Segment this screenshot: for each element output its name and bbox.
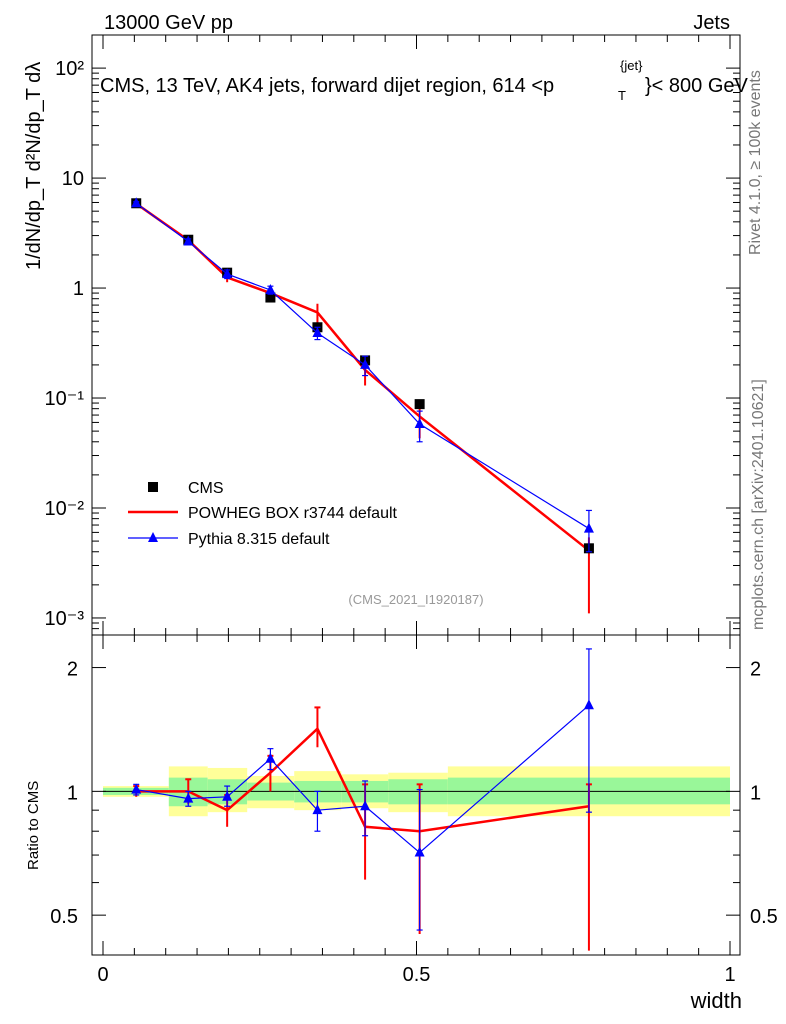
pythia-data-point xyxy=(183,235,194,246)
main-y-axis-label: 1/dN/dp_T d²N/dp_T dλ xyxy=(23,62,45,270)
pythia-series-line xyxy=(135,202,590,530)
ratio-y-tick-label-right: 2 xyxy=(750,659,761,681)
ratio-y-tick-label: 1 xyxy=(67,782,78,804)
main-y-tick-label: 10 xyxy=(62,168,84,190)
pythia-ratio-point xyxy=(312,804,323,815)
process-label: Jets xyxy=(693,12,730,34)
pythia-data-point xyxy=(265,283,276,294)
pythia-data-point xyxy=(131,197,142,208)
pythia-ratio-point xyxy=(414,846,425,857)
pythia-data-point xyxy=(312,327,323,338)
powheg-series-line xyxy=(135,202,590,552)
legend-cms-label: CMS xyxy=(188,480,224,497)
pythia-data-point xyxy=(583,522,594,533)
ratio-y-tick-label: 0.5 xyxy=(50,906,78,928)
main-y-tick-label: 10⁻¹ xyxy=(45,388,85,410)
powheg-ratio-line xyxy=(136,726,590,833)
pythia-ratio-point xyxy=(222,790,233,801)
ratio-y-tick-label-right: 1 xyxy=(750,782,761,804)
title-end: }< 800 GeV xyxy=(645,75,749,97)
pythia-ratio-point xyxy=(131,783,142,794)
ratio-y-tick-label: 2 xyxy=(67,659,78,681)
title-main: CMS, 13 TeV, AK4 jets, forward dijet reg… xyxy=(100,75,554,97)
main-y-tick-label: 1 xyxy=(73,278,84,300)
ratio-y-axis-label: Ratio to CMS xyxy=(25,781,42,870)
rivet-label: Rivet 4.1.0, ≥ 100k events xyxy=(747,70,764,255)
plot-title: CMS, 13 TeV, AK4 jets, forward dijet reg… xyxy=(100,58,749,103)
title-subscript: T xyxy=(618,88,626,103)
title-superscript: {jet} xyxy=(620,58,643,73)
pythia-data-point xyxy=(222,268,233,279)
legend-pythia-marker xyxy=(148,532,158,542)
mcplots-label: mcplots.cern.ch [arXiv:2401.10621] xyxy=(750,379,767,630)
pythia-ratio-point xyxy=(583,699,594,710)
pythia-data-point xyxy=(414,418,425,429)
legend-cms-marker xyxy=(148,482,158,492)
cms-data-point xyxy=(265,292,276,303)
pythia-ratio-line xyxy=(136,704,590,854)
ratio-panel: 0.5 0.5 1 1 2 2 0 0.5 1 xyxy=(50,634,778,986)
x-tick-label: 1 xyxy=(724,964,735,986)
legend-powheg-label: POWHEG BOX r3744 default xyxy=(188,505,398,522)
main-y-tick-label: 10⁻³ xyxy=(45,608,85,630)
pythia-ratio-point xyxy=(360,800,371,811)
pythia-ratio-point xyxy=(265,752,276,763)
analysis-id: (CMS_2021_I1920187) xyxy=(348,592,483,607)
x-axis-label: width xyxy=(690,988,742,1013)
main-y-tick-label: 10⁻² xyxy=(45,498,85,520)
legend-pythia-label: Pythia 8.315 default xyxy=(188,531,330,548)
x-tick-label: 0 xyxy=(97,964,108,986)
legend: CMS POWHEG BOX r3744 default Pythia 8.31… xyxy=(128,480,398,548)
pythia-ratio-point xyxy=(183,792,194,803)
pythia-data-point xyxy=(360,358,371,369)
energy-label: 13000 GeV pp xyxy=(104,12,233,34)
ratio-y-tick-label-right: 0.5 xyxy=(750,906,778,928)
cms-data-point xyxy=(414,399,425,410)
x-tick-label: 0.5 xyxy=(403,964,431,986)
main-panel: 10⁻³ 10⁻² 10⁻¹ 1 10 10² xyxy=(45,34,741,636)
main-y-tick-label: 10² xyxy=(55,58,84,80)
